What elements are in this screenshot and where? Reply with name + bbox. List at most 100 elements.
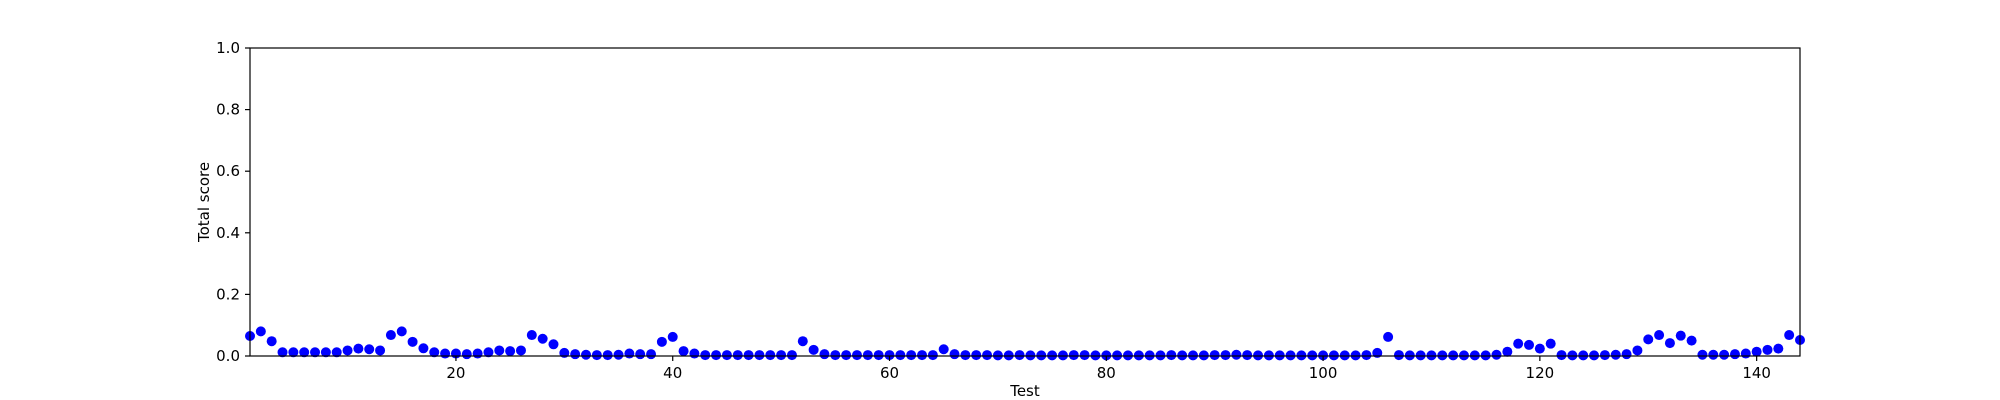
data-point (1057, 350, 1068, 361)
x-tick-label: 140 (1742, 364, 1771, 382)
data-point (841, 350, 852, 361)
data-point (1155, 350, 1166, 361)
data-point (1773, 343, 1784, 354)
data-point (1654, 330, 1665, 341)
x-tick-label: 100 (1309, 364, 1338, 382)
data-point (689, 348, 700, 359)
data-point (678, 346, 689, 357)
data-point (1643, 334, 1654, 345)
data-point (1036, 350, 1047, 361)
data-point (1231, 349, 1242, 360)
y-tick-label: 0.2 (216, 285, 240, 303)
plot-frame (249, 47, 1801, 357)
data-point (776, 350, 787, 361)
data-point (830, 350, 841, 361)
data-point (1675, 330, 1686, 341)
y-axis-label: Total score (195, 162, 213, 243)
data-point (743, 350, 754, 361)
data-point (960, 350, 971, 361)
data-point (602, 350, 613, 361)
data-point (1567, 350, 1578, 361)
data-point (1101, 350, 1112, 361)
data-point (1003, 350, 1014, 361)
data-point (581, 349, 592, 360)
data-point (754, 350, 765, 361)
data-point (1589, 350, 1600, 361)
y-tick-label: 0.0 (216, 347, 240, 365)
data-point (1621, 349, 1632, 360)
data-point (1025, 350, 1036, 361)
data-point (1502, 346, 1513, 357)
data-point (819, 349, 830, 360)
x-tick-label: 80 (1097, 364, 1116, 382)
data-point (1719, 349, 1730, 360)
data-point (418, 343, 429, 354)
data-point (310, 347, 321, 358)
data-point (1469, 350, 1480, 361)
data-point (851, 350, 862, 361)
data-point (1491, 349, 1502, 360)
y-tick-label: 0.4 (216, 224, 240, 242)
data-point (873, 350, 884, 361)
data-point (635, 349, 646, 360)
data-point (624, 348, 635, 359)
data-point (1328, 350, 1339, 361)
data-point (797, 336, 808, 347)
data-point (277, 347, 288, 358)
data-point (1209, 350, 1220, 361)
data-point (591, 350, 602, 361)
data-point (949, 349, 960, 360)
data-point (1697, 349, 1708, 360)
data-point (711, 350, 722, 361)
data-point (1112, 350, 1123, 361)
data-point (353, 343, 364, 354)
data-point (1393, 350, 1404, 361)
data-point (1729, 349, 1740, 360)
data-point (1664, 338, 1675, 349)
data-point (992, 350, 1003, 361)
x-tick-label: 120 (1526, 364, 1555, 382)
data-point (288, 347, 299, 358)
data-point (1318, 350, 1329, 361)
data-point (494, 345, 505, 356)
data-point (862, 350, 873, 361)
data-point (255, 326, 266, 337)
data-point (1762, 344, 1773, 355)
x-tick-label: 40 (663, 364, 682, 382)
data-point (1198, 350, 1209, 361)
data-point (1740, 348, 1751, 359)
data-point (299, 347, 310, 358)
data-point (656, 336, 667, 347)
data-point (613, 349, 624, 360)
data-point (786, 350, 797, 361)
data-point (938, 344, 949, 355)
data-point (1361, 350, 1372, 361)
data-point (982, 350, 993, 361)
data-point (1458, 350, 1469, 361)
data-point (342, 345, 353, 356)
data-point (721, 350, 732, 361)
y-axis: 0.0 0.2 0.4 0.6 0.8 1.0 (216, 39, 250, 365)
data-point (1307, 350, 1318, 361)
data-point (1610, 349, 1621, 360)
data-point (375, 345, 386, 356)
data-point (1524, 339, 1535, 350)
y-tick-label: 0.6 (216, 162, 240, 180)
data-point (917, 350, 928, 361)
data-point (515, 345, 526, 356)
data-point (1686, 335, 1697, 346)
data-point (1014, 350, 1025, 361)
data-point (1751, 346, 1762, 357)
data-point (1253, 350, 1264, 361)
data-point (364, 344, 375, 355)
y-tick-label: 1.0 (216, 39, 240, 57)
data-point (570, 349, 581, 360)
data-point (1578, 350, 1589, 361)
data-point (1708, 349, 1719, 360)
data-point (1545, 338, 1556, 349)
data-point (884, 350, 895, 361)
x-axis: 20 40 60 80 100 120 140 (446, 356, 1771, 382)
data-point (1415, 350, 1426, 361)
data-point (700, 350, 711, 361)
